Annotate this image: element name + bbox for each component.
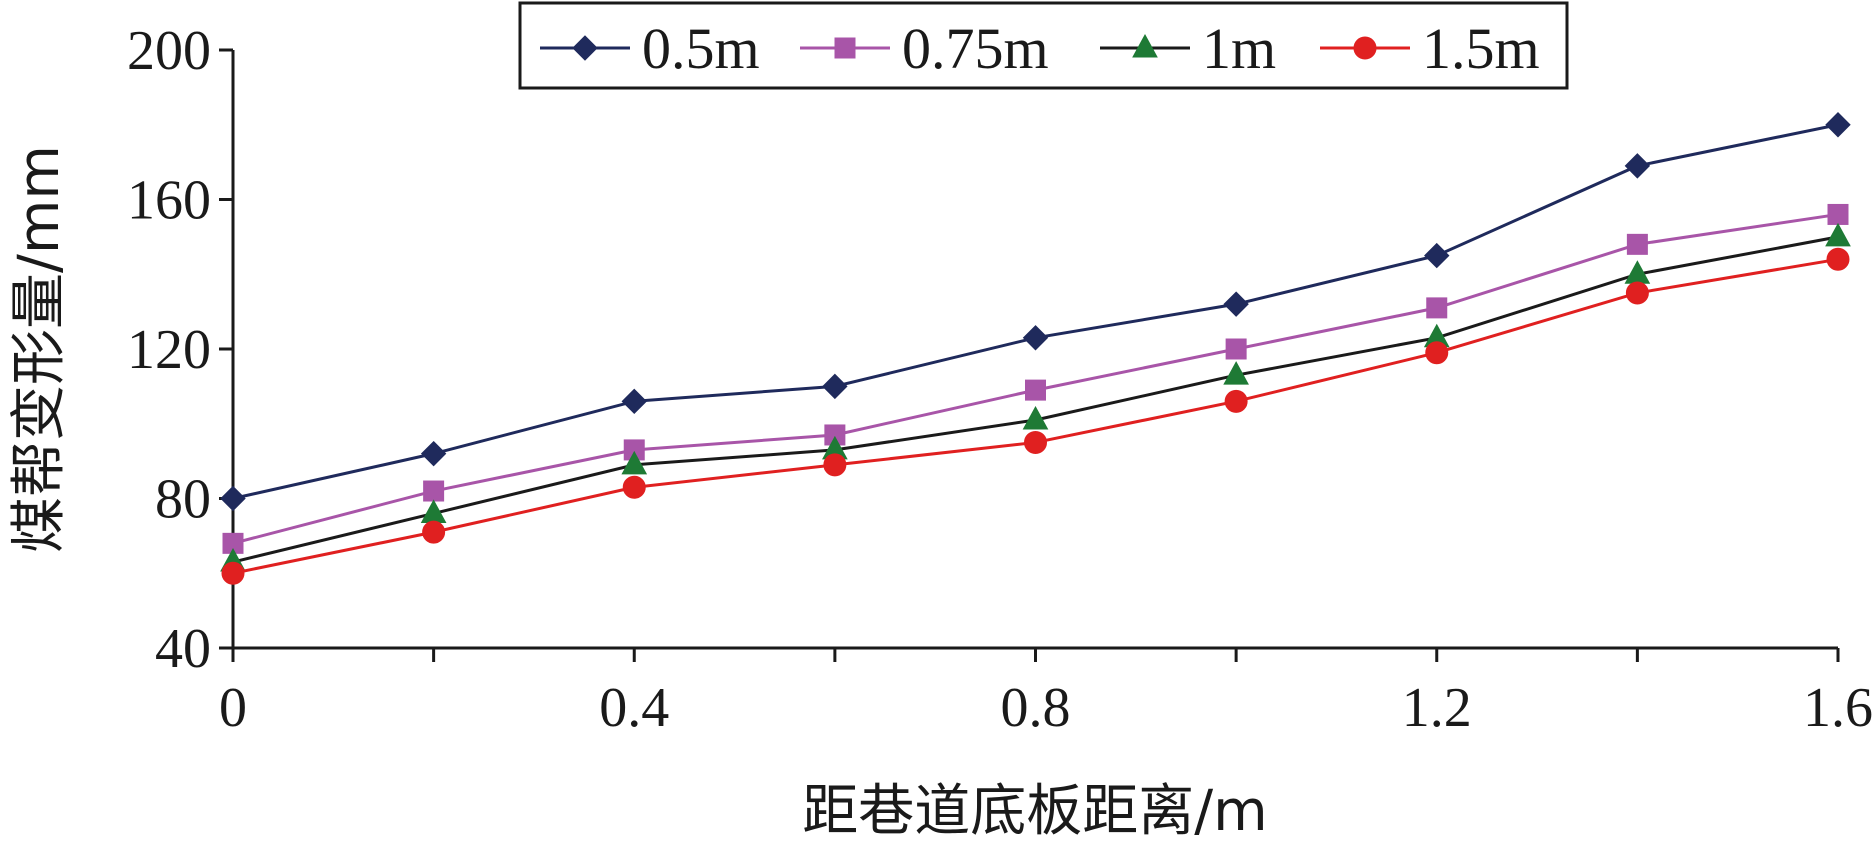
legend-marker [1132, 33, 1158, 58]
x-tick-label: 0.4 [599, 677, 669, 739]
legend-item: 0.75m [800, 16, 1049, 81]
data-point [1024, 430, 1047, 454]
series-layer [220, 112, 1851, 585]
data-point [1827, 203, 1849, 225]
data-point [422, 520, 446, 544]
x-axis-title: 距巷道底板距离/m [802, 779, 1267, 844]
legend-label: 0.75m [902, 16, 1049, 81]
data-point [1625, 281, 1649, 305]
legend-marker [572, 35, 598, 61]
data-point [1425, 341, 1449, 365]
x-tick-label: 0.8 [1001, 677, 1071, 739]
data-point [621, 450, 648, 475]
data-point [1223, 361, 1249, 385]
series-0.5m [220, 112, 1851, 512]
data-point [1022, 325, 1049, 351]
y-axis-title: 煤帮变形量/mm [7, 145, 72, 553]
legend-marker [1353, 36, 1377, 60]
data-point [1225, 338, 1247, 360]
axis-ticks: 40 80 120 160 200 0 0.4 0.8 1.2 1.6 [127, 20, 1873, 739]
y-tick-label: 120 [127, 319, 211, 381]
y-tick-label: 40 [155, 618, 211, 680]
legend-item: 1.5m [1320, 16, 1540, 81]
legend-label: 1.5m [1422, 16, 1540, 81]
legend-label: 1m [1202, 16, 1276, 81]
data-point [1025, 379, 1046, 401]
data-point [622, 475, 646, 499]
legend-item: 0.5m [540, 16, 760, 81]
data-point [423, 480, 445, 502]
data-point [621, 388, 647, 415]
data-point [1424, 242, 1450, 269]
legend-label: 0.5m [642, 16, 760, 81]
data-point [1825, 222, 1851, 247]
series-0.75m [222, 203, 1849, 554]
data-point [1825, 112, 1851, 138]
data-point [1624, 153, 1651, 179]
legend-marker [834, 37, 856, 59]
data-point [823, 453, 847, 477]
data-point [1826, 247, 1850, 271]
data-point [220, 485, 246, 512]
series-1m [220, 222, 1851, 572]
data-point [1426, 297, 1448, 319]
legend-box [518, 1, 1569, 90]
x-tick-label: 1.6 [1803, 677, 1873, 739]
data-point [1223, 291, 1249, 317]
data-point [1626, 233, 1648, 255]
data-point [822, 373, 848, 400]
x-tick-label: 0 [219, 677, 247, 739]
data-point [420, 440, 447, 467]
data-point [221, 561, 245, 585]
series-line [232, 212, 1839, 545]
y-tick-label: 80 [155, 469, 211, 531]
legend: 0.5m 0.75m 1m 1.5m [518, 1, 1569, 90]
x-tick-label: 1.2 [1402, 677, 1472, 739]
data-point [1224, 389, 1248, 413]
data-point [1022, 405, 1049, 430]
y-tick-label: 160 [127, 170, 211, 232]
series-1.5m [221, 247, 1850, 585]
legend-item: 1m [1100, 16, 1276, 81]
y-tick-label: 200 [127, 20, 211, 82]
